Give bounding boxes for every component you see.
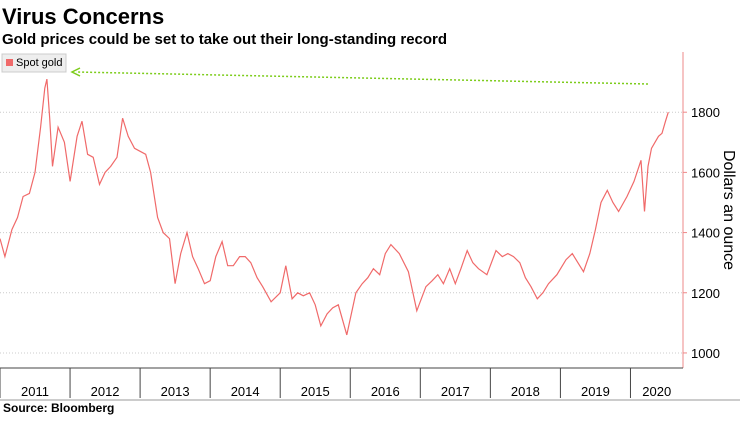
chart-title: Virus Concerns xyxy=(2,4,164,29)
x-tick-label: 2012 xyxy=(91,384,120,399)
x-tick-label: 2020 xyxy=(642,384,671,399)
legend-swatch xyxy=(6,59,13,66)
source: Source: Bloomberg xyxy=(3,401,114,415)
y-tick-label: 1200 xyxy=(691,286,720,301)
legend-label: Spot gold xyxy=(16,57,62,69)
y-tick-label: 1800 xyxy=(691,105,720,120)
arrow-head xyxy=(70,67,81,77)
x-tick-label: 2017 xyxy=(441,384,470,399)
series-line xyxy=(0,78,669,336)
y-tick-label: 1400 xyxy=(691,226,720,241)
x-tick-label: 2014 xyxy=(231,384,260,399)
x-tick-label: 2011 xyxy=(21,384,49,399)
y-axis-label: Dollars an ounce xyxy=(720,150,737,270)
x-tick-label: 2015 xyxy=(301,384,330,399)
annotation-arrow xyxy=(70,67,649,85)
x-tick-label: 2016 xyxy=(371,384,400,399)
chart-subtitle: Gold prices could be set to take out the… xyxy=(2,31,447,48)
arrow-line xyxy=(75,71,649,85)
x-tick-label: 2019 xyxy=(581,384,610,399)
legend: Spot gold xyxy=(1,53,67,73)
x-tick-label: 2013 xyxy=(161,384,190,399)
y-tick-label: 1600 xyxy=(691,165,720,180)
y-tick-label: 1000 xyxy=(691,346,720,361)
legend-box xyxy=(1,53,67,73)
x-tick-label: 2018 xyxy=(511,384,540,399)
